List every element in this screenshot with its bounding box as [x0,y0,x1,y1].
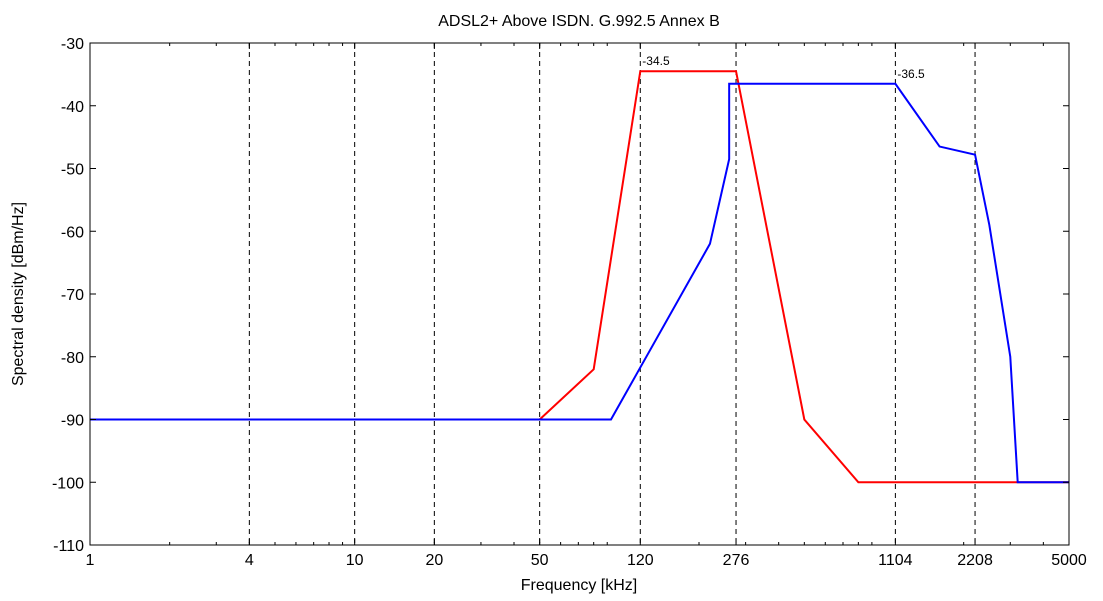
y-tick-label: -60 [61,224,84,241]
x-tick-label: 20 [425,552,443,569]
x-tick-label: 4 [245,552,254,569]
annotation-label: -34.5 [642,54,670,68]
series-line-2 [90,82,1069,484]
annotations: -34.5 -36.5 [642,54,925,81]
y-tick-label: -80 [61,350,84,367]
y-tick-label: -90 [61,413,84,430]
x-tick-label: 1 [86,552,95,569]
data-lines [90,70,1069,484]
grid-lines [248,43,976,545]
x-tick-label: 2208 [957,552,993,569]
y-axis-label: Spectral density [dBm/Hz] [10,202,27,386]
x-tick-label: 50 [531,552,549,569]
x-tick-label: 276 [723,552,750,569]
x-tick-label: 10 [346,552,364,569]
x-axis-label: Frequency [kHz] [521,577,637,594]
axis-ticks: 1 4 10 20 50 120 276 1104 2208 5000 -30 -40 -50 -60 -7… [52,36,1087,569]
chart-title: ADSL2+ Above ISDN. G.992.5 Annex B [438,13,720,30]
y-tick-label: -50 [61,162,84,179]
y-tick-label: -30 [61,36,84,53]
y-tick-label: -110 [53,538,84,555]
x-tick-label: 1104 [878,552,913,569]
annotation-label: -36.5 [897,67,925,81]
x-tick-label: 5000 [1051,552,1087,569]
x-tick-label: 120 [627,552,654,569]
plot-frame [89,42,1070,546]
y-tick-label: -40 [61,99,84,116]
series-line-1 [90,70,1069,484]
y-tick-label: -100 [52,475,84,492]
plot-background [90,43,1069,545]
y-tick-label: -70 [61,287,84,304]
